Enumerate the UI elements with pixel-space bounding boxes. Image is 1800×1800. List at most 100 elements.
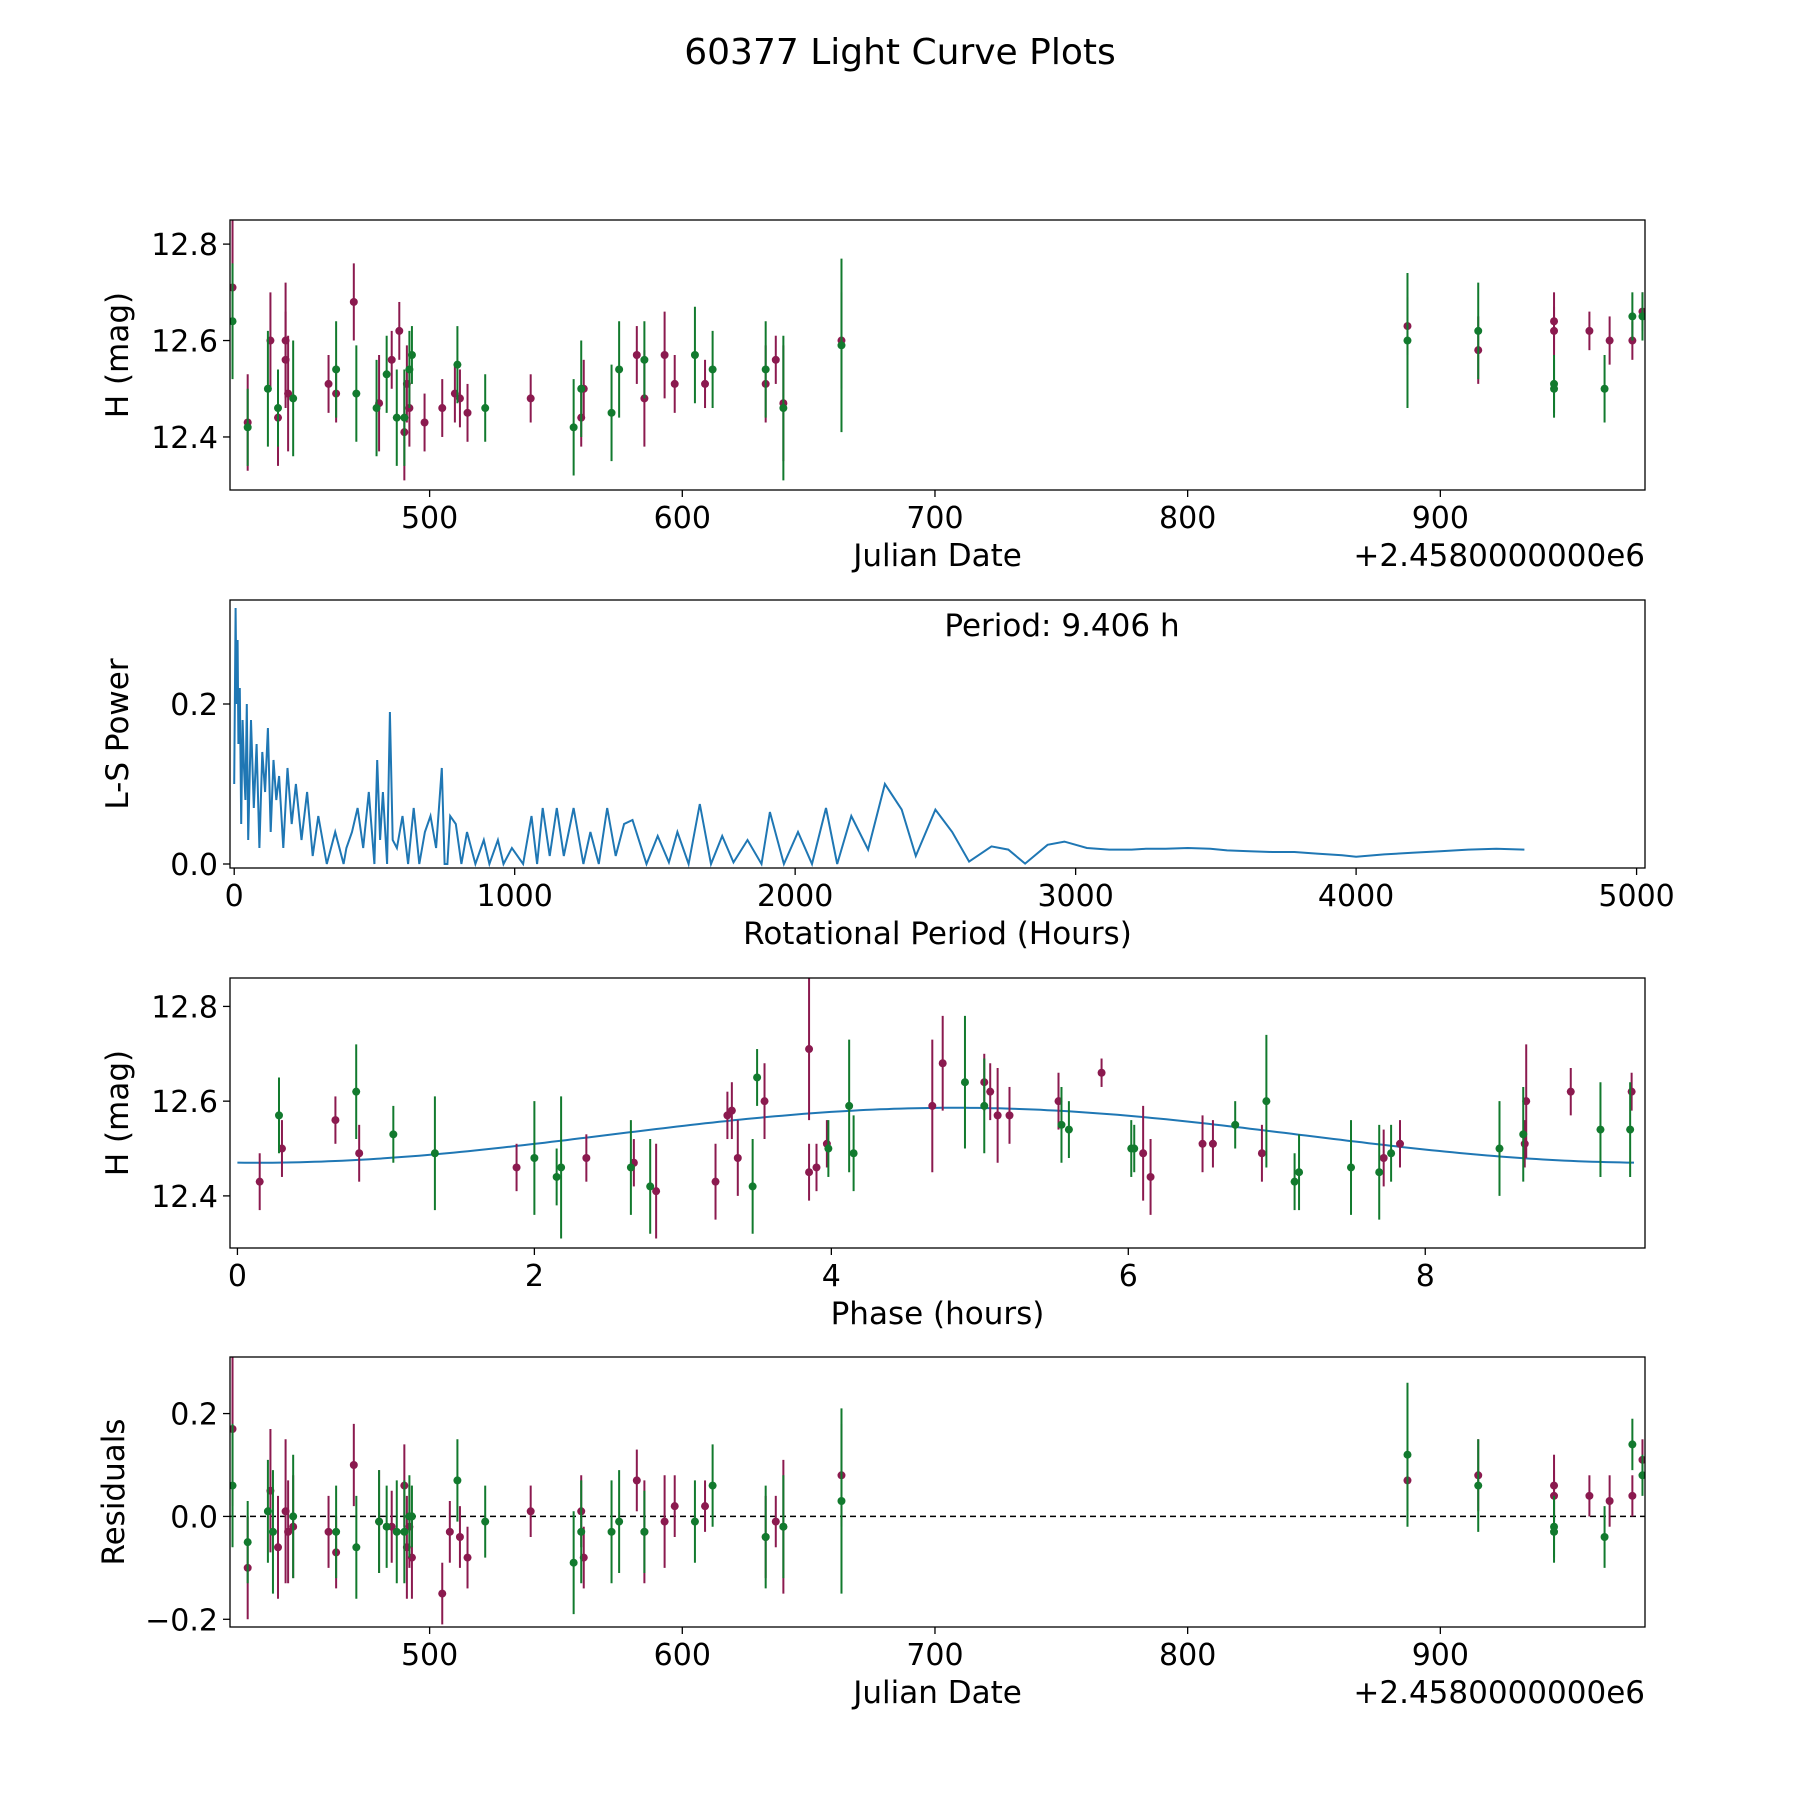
period-annotation: Period: 9.406 h — [944, 608, 1179, 644]
x-tick-label: 700 — [906, 1638, 963, 1673]
green-data-point — [640, 355, 649, 364]
magenta-data-point — [1566, 1087, 1575, 1096]
y-tick-label: 12.4 — [151, 421, 218, 456]
plot-area — [233, 607, 1525, 868]
green-data-point — [274, 404, 283, 413]
y-tick-label: 0.2 — [170, 1398, 218, 1433]
y-tick-label: 0.0 — [170, 848, 218, 883]
green-data-point — [530, 1154, 539, 1162]
y-tick-label: 12.6 — [151, 325, 218, 360]
green-data-point — [389, 1130, 398, 1139]
magenta-data-point — [1097, 1068, 1106, 1077]
model-fit-curve — [237, 1106, 1634, 1164]
magenta-data-point — [331, 1116, 340, 1125]
green-data-point — [1474, 326, 1483, 335]
green-data-point — [753, 1073, 762, 1082]
magenta-data-point — [938, 1059, 947, 1068]
magenta-data-point — [771, 1517, 780, 1526]
green-data-point — [1387, 1149, 1396, 1158]
y-tick-label: −0.2 — [145, 1603, 218, 1638]
x-axis-label: Rotational Period (Hours) — [743, 916, 1132, 952]
magenta-data-point — [1146, 1172, 1155, 1181]
axes-frame — [229, 599, 1646, 869]
green-data-point — [332, 365, 341, 374]
green-data-point — [1057, 1120, 1066, 1129]
magenta-data-point — [420, 418, 429, 427]
green-data-point — [392, 413, 401, 422]
green-data-point — [453, 360, 462, 369]
magenta-data-point — [284, 389, 293, 398]
magenta-data-point — [438, 1589, 447, 1598]
magenta-data-point — [760, 1097, 769, 1106]
axes-frame — [229, 219, 1646, 491]
magenta-data-point — [1208, 1139, 1217, 1148]
x-tick-label: 900 — [1412, 501, 1469, 536]
green-data-point — [640, 1527, 649, 1536]
y-tick-label: 12.8 — [151, 990, 218, 1025]
green-data-point — [824, 1144, 833, 1153]
plot-area — [237, 978, 1636, 1239]
magenta-data-point — [1550, 326, 1559, 335]
magenta-data-point — [1605, 336, 1614, 345]
magenta-data-point — [1628, 1491, 1637, 1500]
magenta-data-point — [1139, 1149, 1148, 1158]
x-axis-label: Julian Date — [851, 538, 1022, 574]
magenta-data-point — [632, 1476, 641, 1485]
magenta-data-point — [324, 1527, 333, 1536]
plot-area — [230, 1357, 1645, 1625]
green-data-point — [1600, 384, 1609, 393]
magenta-data-point — [274, 1543, 283, 1552]
green-data-point — [382, 370, 391, 379]
magenta-data-point — [526, 394, 535, 403]
green-data-point — [569, 423, 578, 432]
magenta-data-point — [652, 1187, 661, 1196]
magenta-data-point — [993, 1111, 1002, 1120]
x-tick-label: 800 — [1159, 1638, 1216, 1673]
green-data-point — [1262, 1097, 1271, 1106]
magenta-data-point — [255, 1177, 264, 1186]
residuals-panel: 500 600 700 800 900 −0.2 0.0 0.2 Julian Date Resi… — [96, 1356, 1646, 1711]
green-data-point — [400, 413, 409, 422]
green-data-point — [748, 1182, 757, 1191]
magenta-data-point — [670, 1502, 679, 1511]
y-tick-label: 0.0 — [170, 1500, 218, 1535]
green-data-point — [708, 1481, 717, 1490]
green-data-point — [690, 1517, 699, 1526]
green-data-point — [453, 1476, 462, 1485]
magenta-data-point — [660, 351, 669, 359]
green-data-point — [552, 1172, 561, 1181]
magenta-data-point — [701, 1502, 710, 1511]
green-data-point — [615, 365, 624, 374]
x-tick-label: 600 — [654, 501, 711, 536]
x-tick-label: 2 — [525, 1259, 544, 1294]
green-data-point — [1403, 1450, 1412, 1459]
x-tick-label: 4 — [822, 1259, 841, 1294]
green-data-point — [569, 1558, 578, 1567]
x-axis-label: Phase (hours) — [831, 1296, 1045, 1332]
green-data-point — [1626, 1125, 1635, 1134]
green-data-point — [837, 1497, 846, 1505]
magenta-data-point — [455, 1533, 464, 1541]
green-data-point — [779, 404, 788, 413]
green-data-point — [372, 404, 381, 413]
y-tick-label: 12.6 — [151, 1085, 218, 1120]
magenta-data-point — [986, 1087, 995, 1096]
green-data-point — [1403, 336, 1412, 345]
magenta-data-point — [1585, 326, 1594, 335]
green-data-point — [407, 351, 416, 359]
green-data-point — [352, 1543, 361, 1552]
periodogram-line — [233, 607, 1525, 868]
magenta-data-point — [771, 355, 780, 364]
green-data-point — [352, 389, 361, 398]
green-data-point — [1495, 1144, 1504, 1153]
magenta-data-point — [660, 1517, 669, 1526]
green-data-point — [1474, 1481, 1483, 1490]
green-data-point — [1638, 312, 1645, 321]
x-offset-label: +2.4580000000e6 — [1353, 538, 1645, 574]
green-data-point — [243, 1538, 252, 1547]
magenta-data-point — [1379, 1154, 1388, 1162]
magenta-data-point — [1257, 1149, 1266, 1158]
magenta-data-point — [1627, 1087, 1636, 1096]
axes-frame — [229, 977, 1646, 1249]
